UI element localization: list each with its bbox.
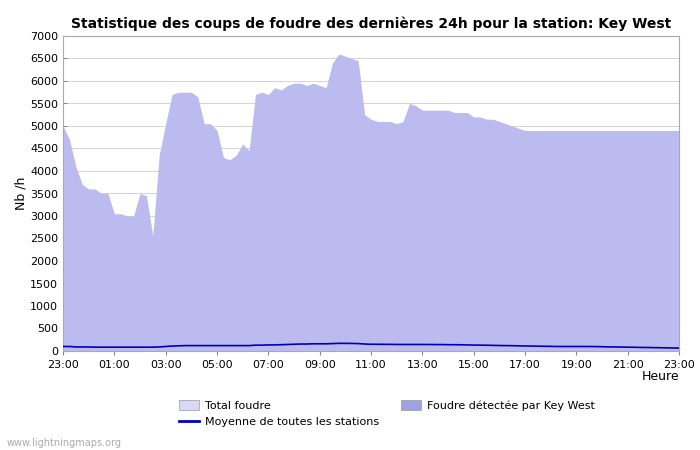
Text: Heure: Heure (641, 370, 679, 383)
Title: Statistique des coups de foudre des dernières 24h pour la station: Key West: Statistique des coups de foudre des dern… (71, 16, 671, 31)
Legend: Total foudre, Moyenne de toutes les stations, Foudre détectée par Key West: Total foudre, Moyenne de toutes les stat… (179, 400, 595, 428)
Y-axis label: Nb /h: Nb /h (14, 177, 27, 210)
Text: www.lightningmaps.org: www.lightningmaps.org (7, 438, 122, 448)
